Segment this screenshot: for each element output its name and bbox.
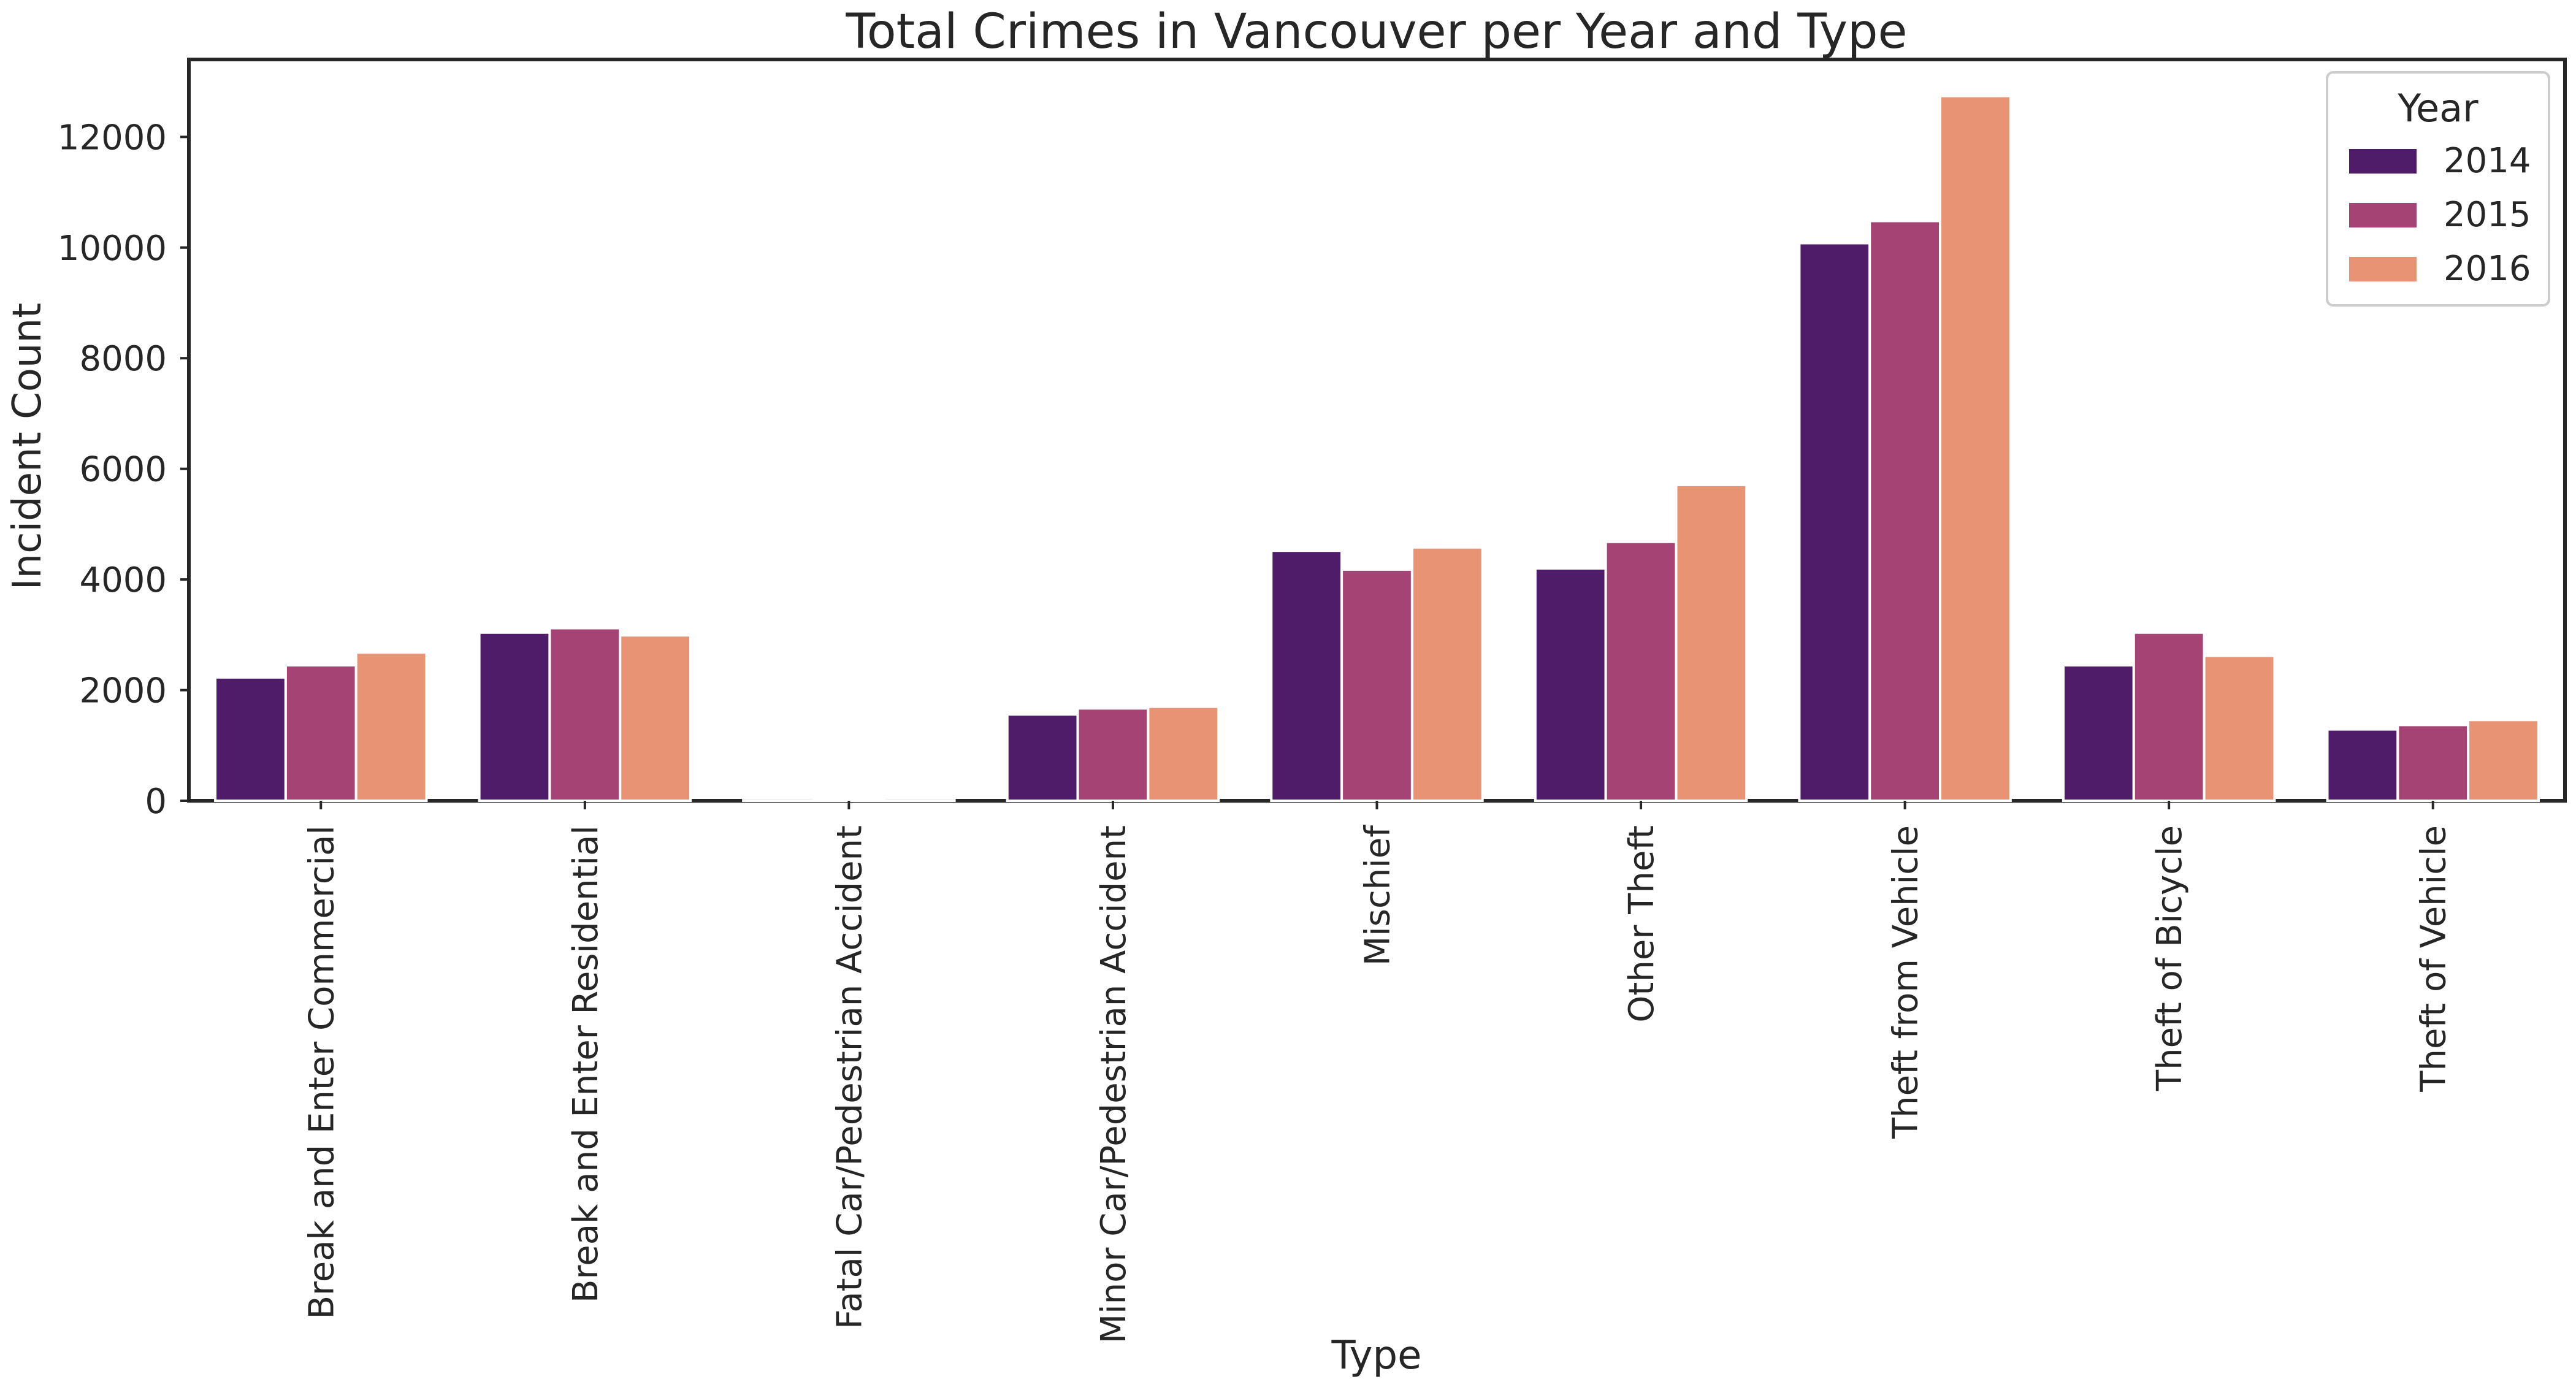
bar-2015-5 [1340, 568, 1413, 803]
y-tick-label: 4000 [79, 560, 167, 600]
x-tick-label: Mischief [1358, 825, 1398, 966]
x-tick-label: Fatal Car/Pedestrian Accident [830, 825, 869, 1329]
bar-2014-6 [1534, 567, 1607, 802]
legend-entry-2016: 2016 [2444, 249, 2531, 289]
bar-2014-8 [2062, 663, 2135, 803]
x-axis-label: Type [1331, 1333, 1422, 1378]
bar-2015-3 [812, 798, 885, 803]
bar-2014-2 [478, 631, 551, 802]
y-axis-label: Incident Count [5, 303, 50, 590]
bar-2016-1 [354, 651, 428, 802]
x-tick-label: Theft of Vehicle [2414, 825, 2454, 1093]
bar-2016-3 [882, 799, 956, 803]
bar-2015-4 [1076, 707, 1150, 803]
y-tick-label: 12000 [58, 118, 167, 158]
x-tick-label: Theft from Vehicle [1886, 825, 1926, 1139]
bar-2014-4 [1006, 713, 1079, 802]
bar-2014-7 [1798, 242, 1871, 802]
bar-2015-2 [548, 627, 622, 802]
legend-box [2326, 71, 2550, 307]
bar-2014-1 [214, 676, 287, 803]
bar-2015-8 [2132, 631, 2206, 802]
legend-swatch-2014 [2349, 149, 2417, 174]
bar-2016-4 [1147, 705, 1220, 802]
bar-2014-5 [1270, 549, 1343, 802]
bar-2016-8 [2203, 654, 2276, 802]
legend-entry-2015: 2015 [2444, 195, 2531, 235]
legend-entry-2014: 2014 [2444, 141, 2531, 181]
y-tick-label: 2000 [79, 671, 167, 711]
bar-2016-6 [1675, 483, 1748, 802]
x-tick-label: Other Theft [1622, 825, 1662, 1023]
y-axis: 0 2000 4000 6000 8000 10000 12000 [58, 118, 189, 822]
x-tick-label: Theft of Bicycle [2150, 825, 2190, 1091]
legend: Year 2014 2015 2016 [2326, 71, 2550, 307]
x-tick-label: Break and Enter Residential [566, 825, 606, 1303]
bar-2016-5 [1410, 546, 1484, 802]
x-axis: Break and Enter Commercial Break and Ente… [302, 801, 2454, 1343]
bar-2015-9 [2396, 724, 2470, 803]
bar-2015-1 [284, 663, 357, 803]
legend-title: Year [2397, 86, 2479, 131]
y-tick-label: 8000 [79, 339, 167, 379]
legend-swatch-2015 [2349, 203, 2417, 227]
y-tick-label: 6000 [79, 450, 167, 490]
bar-2016-7 [1939, 94, 2012, 803]
bar-2015-6 [1604, 540, 1678, 803]
y-tick-label: 0 [145, 782, 167, 822]
bar-2015-7 [1868, 220, 1942, 802]
bar-2014-3 [742, 799, 815, 803]
bar-2014-9 [2326, 728, 2399, 803]
x-tick-label: Minor Car/Pedestrian Accident [1094, 825, 1134, 1343]
legend-swatch-2016 [2349, 257, 2417, 281]
bars [214, 94, 2540, 803]
y-tick-label: 10000 [58, 229, 167, 269]
bar-2016-9 [2467, 719, 2540, 803]
chart-title: Total Crimes in Vancouver per Year and T… [845, 4, 1907, 59]
x-tick-label: Break and Enter Commercial [302, 825, 342, 1319]
bar-2016-2 [619, 634, 692, 802]
